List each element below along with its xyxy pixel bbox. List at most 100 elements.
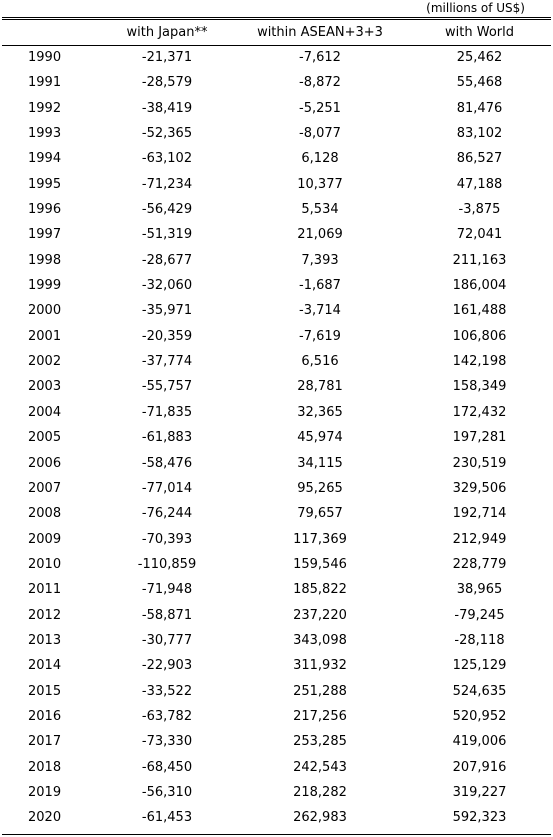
cell-within-asean: 6,128 bbox=[301, 151, 339, 167]
cell-with-japan: -28,677 bbox=[141, 252, 193, 268]
cell-year: 2004 bbox=[28, 404, 62, 420]
trade-balance-table: with Japan** within ASEAN+3+3 with World… bbox=[2, 20, 551, 831]
cell-with-world: 142,198 bbox=[452, 354, 507, 370]
header-rule bbox=[2, 45, 551, 46]
table-row: 2000 -35,971 -3,714 161,488 bbox=[2, 298, 551, 323]
cell-with-world: 125,129 bbox=[452, 658, 507, 674]
cell-year: 1997 bbox=[28, 227, 62, 243]
cell-with-japan: -52,365 bbox=[141, 126, 193, 142]
cell-year: 1992 bbox=[28, 100, 62, 116]
table-row: 2014 -22,903 311,932 125,129 bbox=[2, 653, 551, 678]
cell-within-asean: 45,974 bbox=[297, 430, 343, 446]
cell-with-world: 524,635 bbox=[452, 683, 507, 699]
cell-with-world: 25,462 bbox=[456, 50, 503, 65]
cell-with-japan: -51,319 bbox=[141, 227, 193, 243]
header-row: with Japan** within ASEAN+3+3 with World bbox=[2, 20, 551, 45]
cell-with-world: -28,118 bbox=[454, 632, 505, 648]
cell-within-asean: 79,657 bbox=[297, 506, 343, 522]
cell-with-world: 192,714 bbox=[452, 506, 507, 522]
table-row: 2008 -76,244 79,657 192,714 bbox=[2, 501, 551, 526]
cell-year: 2006 bbox=[28, 455, 62, 471]
table-row: 1997 -51,319 21,069 72,041 bbox=[2, 222, 551, 247]
cell-within-asean: -7,612 bbox=[299, 50, 341, 65]
table-row: 2020 -61,453 262,983 592,323 bbox=[2, 805, 551, 830]
cell-year: 2007 bbox=[28, 480, 62, 496]
table-row: 1995 -71,234 10,377 47,188 bbox=[2, 172, 551, 197]
cell-with-japan: -61,883 bbox=[141, 430, 193, 446]
cell-with-world: 212,949 bbox=[452, 531, 507, 547]
cell-with-world: 230,519 bbox=[452, 455, 507, 471]
cell-year: 1991 bbox=[28, 75, 62, 91]
cell-with-japan: -32,060 bbox=[141, 278, 193, 294]
cell-within-asean: -5,251 bbox=[299, 100, 341, 116]
cell-year: 2017 bbox=[28, 734, 62, 750]
cell-year: 2008 bbox=[28, 506, 62, 522]
cell-year: 2014 bbox=[28, 658, 62, 674]
cell-with-world: 83,102 bbox=[456, 126, 503, 142]
table-row: 2012 -58,871 237,220 -79,245 bbox=[2, 603, 551, 628]
cell-within-asean: 253,285 bbox=[293, 734, 347, 750]
cell-within-asean: 5,534 bbox=[301, 202, 339, 218]
cell-with-japan: -58,871 bbox=[141, 607, 193, 623]
cell-year: 2020 bbox=[28, 810, 62, 826]
table-row: 1990 -21,371 -7,612 25,462 bbox=[2, 45, 551, 70]
header-with-world: with World bbox=[445, 25, 514, 40]
cell-with-japan: -37,774 bbox=[141, 354, 193, 370]
table-row: 1993 -52,365 -8,077 83,102 bbox=[2, 121, 551, 146]
cell-year: 1998 bbox=[28, 252, 62, 268]
cell-with-japan: -22,903 bbox=[141, 658, 193, 674]
bottom-rule bbox=[2, 834, 551, 835]
cell-with-world: 319,227 bbox=[452, 784, 507, 800]
cell-year: 2018 bbox=[28, 759, 62, 775]
cell-with-japan: -58,476 bbox=[141, 455, 193, 471]
cell-year: 2015 bbox=[28, 683, 62, 699]
cell-with-japan: -71,234 bbox=[141, 176, 193, 192]
cell-with-world: 86,527 bbox=[456, 151, 503, 167]
cell-with-japan: -56,310 bbox=[141, 784, 193, 800]
cell-within-asean: 34,115 bbox=[297, 455, 343, 471]
cell-with-japan: -63,782 bbox=[141, 708, 193, 724]
cell-year: 1996 bbox=[28, 202, 62, 218]
cell-year: 2012 bbox=[28, 607, 62, 623]
cell-year: 2009 bbox=[28, 531, 62, 547]
cell-with-japan: -28,579 bbox=[141, 75, 193, 91]
table-row: 1996 -56,429 5,534 -3,875 bbox=[2, 197, 551, 222]
cell-within-asean: 21,069 bbox=[297, 227, 343, 243]
cell-with-japan: -71,948 bbox=[141, 582, 193, 598]
cell-with-japan: -61,453 bbox=[141, 810, 193, 826]
table-row: 2015 -33,522 251,288 524,635 bbox=[2, 679, 551, 704]
cell-year: 2010 bbox=[28, 556, 62, 572]
table-row: 2016 -63,782 217,256 520,952 bbox=[2, 704, 551, 729]
cell-with-japan: -77,014 bbox=[141, 480, 193, 496]
table-row: 1999 -32,060 -1,687 186,004 bbox=[2, 273, 551, 298]
top-double-rule bbox=[2, 17, 551, 20]
cell-with-world: 161,488 bbox=[452, 303, 507, 319]
cell-within-asean: 95,265 bbox=[297, 480, 343, 496]
cell-with-japan: -68,450 bbox=[141, 759, 193, 775]
cell-year: 2000 bbox=[28, 303, 62, 319]
header-within-asean: within ASEAN+3+3 bbox=[257, 25, 383, 40]
cell-within-asean: -3,714 bbox=[299, 303, 341, 319]
table-row: 2007 -77,014 95,265 329,506 bbox=[2, 476, 551, 501]
cell-with-japan: -73,330 bbox=[141, 734, 193, 750]
cell-with-world: 172,432 bbox=[452, 404, 507, 420]
cell-year: 2003 bbox=[28, 379, 62, 395]
cell-with-japan: -71,835 bbox=[141, 404, 193, 420]
cell-year: 2016 bbox=[28, 708, 62, 724]
table-body: 1990 -21,371 -7,612 25,462 1991 -28,579 -8,872… bbox=[2, 45, 551, 831]
cell-with-world: 81,476 bbox=[456, 100, 503, 116]
table-row: 2013 -30,777 343,098 -28,118 bbox=[2, 628, 551, 653]
table-row: 2010 -110,859 159,546 228,779 bbox=[2, 552, 551, 577]
cell-within-asean: 237,220 bbox=[293, 607, 347, 623]
cell-with-world: 228,779 bbox=[452, 556, 507, 572]
cell-with-japan: -33,522 bbox=[141, 683, 193, 699]
table-row: 2017 -73,330 253,285 419,006 bbox=[2, 729, 551, 754]
cell-with-japan: -76,244 bbox=[141, 506, 193, 522]
cell-year: 1990 bbox=[28, 50, 62, 65]
cell-within-asean: 262,983 bbox=[293, 810, 347, 826]
cell-with-japan: -21,371 bbox=[141, 50, 193, 65]
cell-with-world: 329,506 bbox=[452, 480, 507, 496]
cell-with-japan: -55,757 bbox=[141, 379, 193, 395]
cell-within-asean: -8,077 bbox=[299, 126, 341, 142]
table-row: 2003 -55,757 28,781 158,349 bbox=[2, 374, 551, 399]
